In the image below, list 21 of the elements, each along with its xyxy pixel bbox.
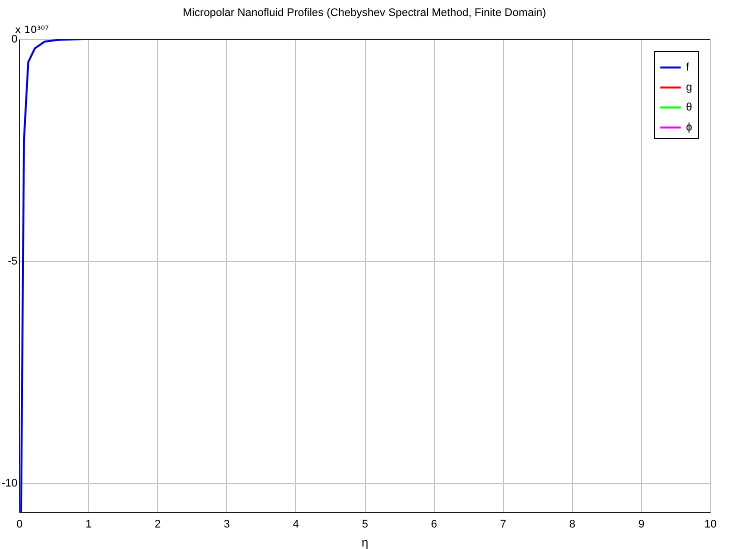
- x-tick-label: 9: [638, 518, 644, 530]
- legend-label: f: [686, 62, 690, 74]
- x-axis-title: η: [362, 536, 368, 549]
- x-tick-label: 1: [86, 518, 92, 530]
- x-tick-label: 5: [362, 518, 368, 530]
- chart-title: Micropolar Nanofluid Profiles (Chebyshev Spectral Method, Finite Domain): [182, 7, 546, 19]
- x-tick-label: 7: [500, 518, 506, 530]
- line-series: [20, 39, 710, 512]
- x-tick-label: 4: [292, 518, 299, 530]
- y-tick-label: -5: [8, 256, 18, 268]
- y-tick-label: -10: [2, 478, 18, 490]
- y-tick-label: 0: [11, 34, 18, 46]
- x-tick-label: 2: [154, 518, 161, 530]
- legend-label: g: [686, 82, 692, 94]
- x-tick-label: 6: [431, 518, 438, 530]
- x-tick-label: 10: [704, 518, 717, 530]
- x-tick-label: 3: [224, 518, 230, 530]
- legend-label: ϕ: [686, 122, 692, 134]
- x-tick-label: 8: [569, 518, 576, 530]
- text: x 10³⁰⁷: [15, 25, 49, 36]
- legend-label: θ: [686, 102, 692, 114]
